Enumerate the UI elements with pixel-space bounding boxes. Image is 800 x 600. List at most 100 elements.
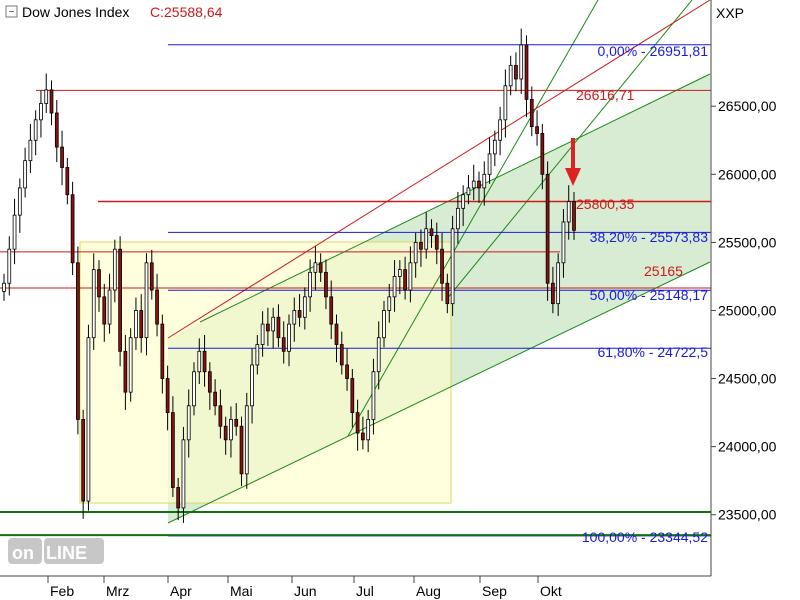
- candle-body: [471, 180, 476, 189]
- candle-body: [466, 187, 471, 196]
- candle-body: [524, 44, 529, 100]
- candle-body: [244, 405, 249, 475]
- candle-body: [197, 350, 202, 373]
- candle-body: [7, 248, 12, 284]
- x-tick-label: Mrz: [106, 583, 129, 599]
- fib-label-38: 38,20% - 25573,83: [590, 229, 709, 245]
- candle-body: [514, 64, 518, 80]
- candle-body: [202, 350, 207, 373]
- candle-body: [144, 262, 149, 339]
- candle-body: [434, 235, 439, 250]
- candle-body: [134, 310, 138, 339]
- candle-body: [313, 262, 318, 273]
- candle-body: [318, 262, 323, 273]
- close-value: C:25588,64: [150, 4, 223, 20]
- candle-body: [535, 126, 539, 134]
- red-trend-line: [167, 0, 711, 339]
- candle-body: [76, 262, 80, 420]
- candle-body: [308, 271, 312, 298]
- candle-body: [165, 378, 170, 413]
- down-arrow-icon: [565, 138, 581, 186]
- candle-body: [33, 119, 38, 141]
- candle-body: [118, 248, 122, 352]
- x-tick-label: Aug: [416, 583, 441, 599]
- candle-body: [28, 139, 33, 162]
- x-tick-label: Sep: [482, 583, 507, 599]
- candle-body: [229, 419, 233, 441]
- channel-upper-line: [199, 73, 711, 323]
- candle-body: [266, 323, 270, 332]
- axes: XXP 26500,00 26000,00 25500,00 25000,00 2450…: [0, 0, 777, 599]
- candle-body: [572, 201, 576, 231]
- y-tick-label: 24000,00: [718, 439, 777, 455]
- candle-body: [223, 425, 228, 441]
- trend-lines: [79, 0, 711, 524]
- candle-body: [2, 282, 6, 292]
- candle-body: [297, 310, 302, 318]
- candle-body: [107, 289, 112, 325]
- candle-body: [424, 228, 429, 250]
- svg-text:on: on: [12, 543, 34, 563]
- candle-body: [419, 241, 423, 250]
- y-tick-group: 26500,00 26000,00 25500,00 25000,00 24500,00…: [711, 98, 777, 523]
- candle-body: [382, 310, 386, 339]
- candle-body: [551, 282, 555, 305]
- x-tick-label: Jun: [294, 583, 317, 599]
- candle-body: [498, 119, 502, 141]
- candle-body: [461, 194, 466, 209]
- steep-trend-line-1: [347, 0, 599, 437]
- candle-body: [397, 269, 402, 277]
- candle-body: [255, 344, 260, 366]
- candle-body: [65, 167, 70, 196]
- x-tick-label: Apr: [170, 583, 192, 599]
- candle-body: [287, 323, 291, 352]
- tradesignal-online-logo: on LINE: [8, 538, 104, 564]
- candle-body: [566, 201, 571, 223]
- candle-body: [492, 139, 497, 155]
- fib-label-61: 61,80% - 24722,5: [597, 344, 708, 360]
- candle-body: [192, 371, 196, 407]
- candle-body: [334, 323, 339, 345]
- candle-body: [376, 337, 381, 373]
- candle-body: [324, 271, 328, 298]
- candle-body: [540, 133, 545, 175]
- candle-body: [239, 425, 244, 475]
- candle-body: [487, 153, 492, 175]
- candle-body: [12, 214, 17, 250]
- candle-body: [234, 419, 239, 427]
- candle-body: [102, 296, 107, 325]
- x-tick-group: Feb Mrz Apr Mai Jun Jul Aug Sep Okt: [47, 576, 562, 599]
- candle-body: [39, 103, 43, 121]
- candle-body: [276, 316, 281, 339]
- steep-trend-line-2: [445, 0, 693, 301]
- candle-body: [97, 269, 101, 298]
- x-tick-label: Mai: [230, 583, 253, 599]
- candle-body: [70, 194, 75, 264]
- candle-body: [440, 248, 444, 284]
- candle-body: [450, 228, 455, 305]
- candle-body: [339, 344, 344, 366]
- fib-label-50: 50,00% - 25148,17: [590, 287, 709, 303]
- candle-body: [81, 419, 86, 502]
- y-tick-label: 25500,00: [718, 234, 777, 250]
- candle-body: [139, 310, 144, 339]
- candle-body: [160, 323, 165, 379]
- svg-text:LINE: LINE: [46, 543, 87, 563]
- chart-title: Dow Jones Index: [22, 4, 129, 20]
- candlesticks: [2, 28, 576, 523]
- candle-body: [477, 180, 481, 189]
- level-labels: 0,00% - 26951,81 38,20% - 25573,83 50,00…: [576, 43, 708, 545]
- y-tick-label: 24500,00: [718, 371, 777, 387]
- candle-body: [112, 248, 117, 291]
- channel-lower-line: [167, 261, 711, 524]
- candle-body: [292, 310, 297, 325]
- candle-body: [260, 323, 265, 345]
- candle-body: [371, 371, 376, 420]
- y-tick-label: 23500,00: [718, 507, 777, 523]
- candle-body: [207, 371, 212, 393]
- y-tick-label: 25000,00: [718, 302, 777, 318]
- candle-body: [171, 412, 175, 488]
- candle-body: [281, 337, 286, 352]
- candle-body: [329, 296, 334, 325]
- candle-body: [218, 405, 223, 427]
